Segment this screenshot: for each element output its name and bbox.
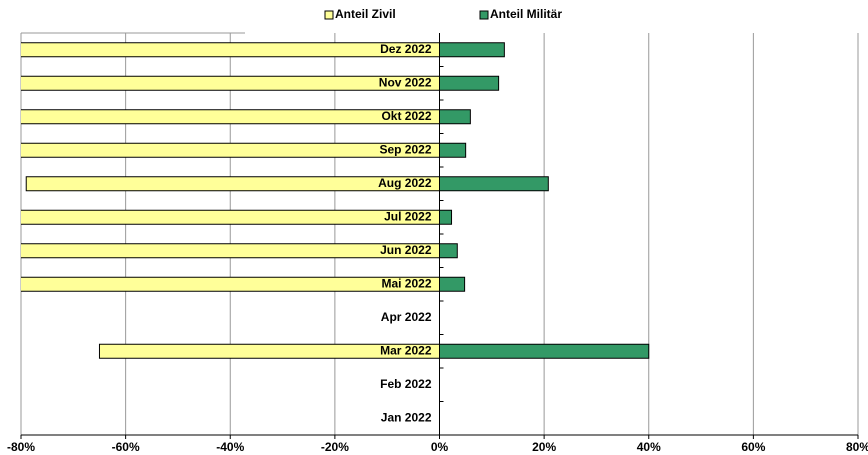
foreground: -80% -60% -40% -20% 0% 20% 40% 60% 80% Dez 2022 No…	[7, 7, 868, 454]
bar	[439, 343, 650, 359]
bar	[439, 176, 549, 192]
legend-swatch	[479, 10, 489, 20]
category-label: Mai 2022	[381, 276, 431, 290]
category-label: Sep 2022	[379, 142, 431, 156]
bar	[21, 243, 440, 259]
legend-label: Anteil Militär	[490, 7, 562, 21]
x-tick-label: 40%	[637, 440, 661, 454]
category-label: Mar 2022	[380, 343, 432, 357]
legend-swatch	[324, 10, 334, 20]
bars	[21, 42, 650, 359]
bar	[21, 42, 441, 58]
bar	[21, 276, 441, 292]
category-label: Jan 2022	[381, 410, 432, 424]
category-label: Nov 2022	[379, 75, 432, 89]
category-label: Okt 2022	[381, 109, 431, 123]
bar	[439, 276, 466, 292]
bar	[439, 209, 453, 225]
x-tick-label: -80%	[7, 440, 35, 454]
x-tick-label: 0%	[431, 440, 449, 454]
category-label: Jul 2022	[384, 209, 432, 223]
category-label: Aug 2022	[378, 176, 432, 190]
legend-label: Anteil Zivil	[335, 7, 396, 21]
category-label: Jun 2022	[380, 243, 432, 257]
bar	[439, 42, 505, 58]
bar	[439, 109, 471, 125]
x-tick-label: 20%	[532, 440, 556, 454]
bar	[439, 75, 500, 91]
x-tick-label: 80%	[846, 440, 868, 454]
bar	[21, 142, 440, 158]
x-tick-label: -60%	[112, 440, 140, 454]
x-tick-label: 60%	[741, 440, 765, 454]
category-label: Dez 2022	[380, 42, 432, 56]
x-tick-label: -20%	[321, 440, 349, 454]
category-label: Apr 2022	[381, 310, 432, 324]
bar	[21, 75, 440, 91]
bar	[439, 243, 458, 259]
x-tick-label: -40%	[216, 440, 244, 454]
bar	[21, 209, 441, 225]
category-label: Feb 2022	[380, 377, 432, 391]
bar	[439, 142, 467, 158]
bar	[21, 109, 440, 125]
